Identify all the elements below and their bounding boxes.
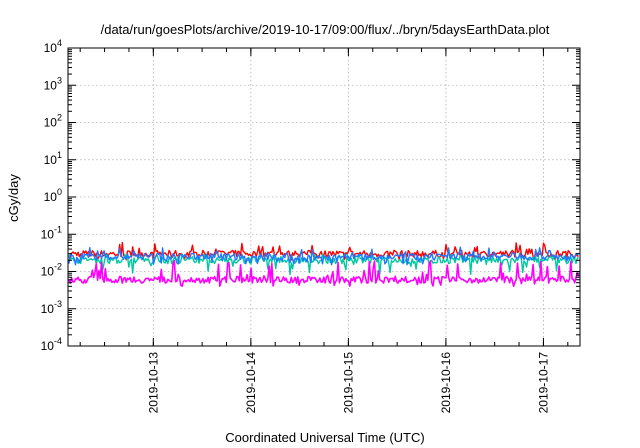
y-tick-label: 101	[44, 150, 62, 167]
y-tick-label: 102	[44, 113, 62, 130]
x-tick-label: 2019-10-14	[244, 352, 258, 414]
y-tick-label: 10-2	[41, 262, 62, 279]
y-tick-labels: 10-4 10-3 10-2 10-1 100 101 102 103 104	[41, 38, 62, 353]
ticks	[68, 47, 580, 347]
series-layer	[68, 241, 580, 288]
x-axis-label: Coordinated Universal Time (UTC)	[225, 430, 424, 445]
y-tick-label: 10-1	[41, 224, 62, 241]
x-tick-label: 2019-10-16	[439, 352, 453, 414]
y-tick-label: 103	[44, 75, 62, 92]
series-line	[68, 246, 580, 266]
y-tick-label: 10-3	[41, 299, 62, 316]
grid	[68, 48, 580, 346]
y-axis-label: cGy/day	[6, 174, 21, 222]
x-tick-label: 2019-10-15	[341, 352, 355, 414]
y-tick-label: 100	[44, 187, 62, 204]
x-tick-label: 2019-10-13	[146, 352, 160, 414]
x-tick-label: 2019-10-17	[536, 352, 550, 414]
series-line	[68, 259, 580, 288]
chart-title: /data/run/goesPlots/archive/2019-10-17/0…	[101, 22, 550, 37]
y-tick-label: 104	[44, 38, 62, 55]
x-tick-labels: 2019-10-13 2019-10-14 2019-10-15 2019-10-16…	[146, 352, 550, 414]
y-tick-label: 10-4	[41, 336, 62, 353]
